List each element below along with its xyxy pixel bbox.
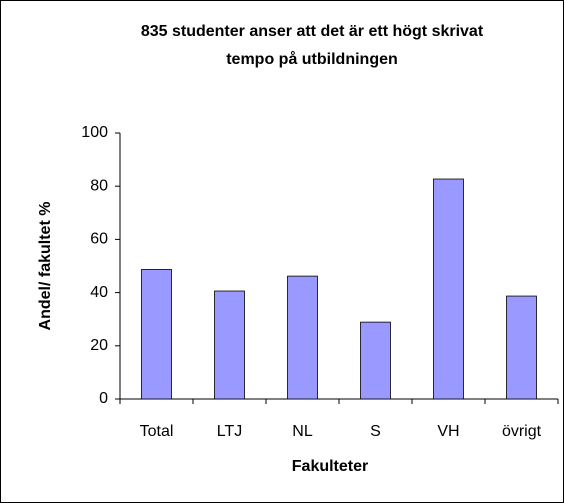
x-tick-label: Total: [140, 423, 174, 440]
x-tick-label: LTJ: [217, 423, 242, 440]
y-tick-label: 80: [90, 177, 108, 194]
x-tick-label: NL: [292, 423, 313, 440]
bar: [506, 295, 537, 400]
bar: [214, 290, 245, 400]
chart-title: 835 studenter anser att det är ett högt …: [141, 23, 484, 40]
bar: [141, 269, 172, 400]
chart-title: tempo på utbildningen: [226, 50, 398, 68]
y-tick-label: 0: [99, 390, 108, 407]
x-axis-label: Fakulteter: [292, 458, 368, 475]
bar: [287, 275, 318, 400]
bar: [360, 321, 391, 400]
x-tick-label: övrigt: [502, 423, 542, 440]
y-tick-label: 60: [90, 231, 108, 248]
bar: [433, 178, 464, 400]
x-tick-label: S: [370, 423, 381, 440]
y-tick-label: 40: [90, 284, 108, 301]
x-tick-label: VH: [437, 423, 459, 440]
y-tick-label: 100: [81, 124, 108, 141]
y-axis-label: Andel/ fakultet %: [37, 202, 54, 331]
y-tick-label: 20: [90, 337, 108, 354]
